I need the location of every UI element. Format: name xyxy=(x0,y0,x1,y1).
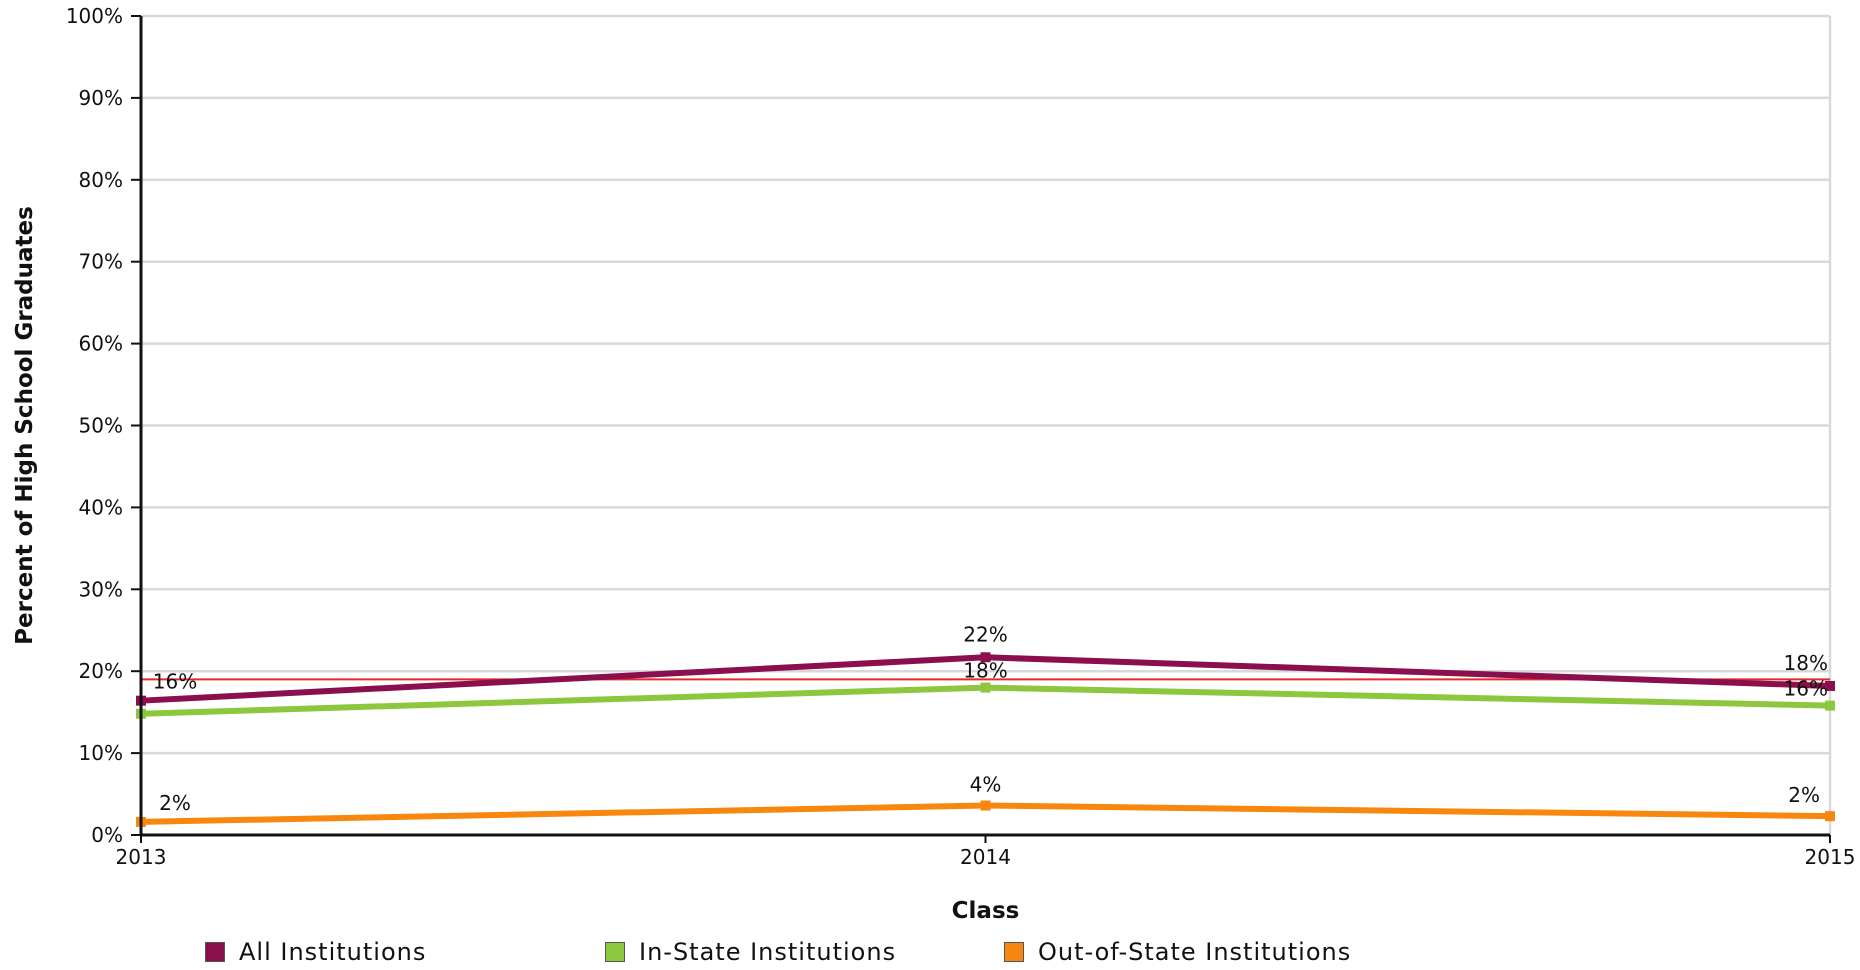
data-point xyxy=(980,800,991,811)
gridlines xyxy=(131,14,1832,836)
x-axis-title: Class xyxy=(952,898,1020,924)
y-tick-label: 10% xyxy=(79,741,123,765)
y-tick-label: 70% xyxy=(79,250,123,274)
x-tick-label: 2014 xyxy=(960,845,1011,869)
legend-item-in-state-institutions[interactable]: In-State Institutions xyxy=(605,938,897,966)
axes xyxy=(139,16,1831,843)
y-tick-label: 20% xyxy=(79,659,123,683)
legend-item-all-institutions[interactable]: All Institutions xyxy=(205,938,427,966)
data-point xyxy=(1825,680,1835,691)
data-label: 22% xyxy=(963,622,1007,646)
y-tick-label: 90% xyxy=(79,86,123,110)
y-tick-label: 50% xyxy=(79,414,123,438)
x-tick-labels: 2013 2014 2015 xyxy=(116,845,1856,869)
legend-label: In-State Institutions xyxy=(639,938,897,966)
y-tick-labels: 0% 10% 20% 30% 40% 50% 60% 70% 80% 90% 100% xyxy=(66,4,123,847)
data-label: 16% xyxy=(1784,677,1828,701)
data-labels: 16%22%18%18%16%2%4% 2% xyxy=(153,622,1828,815)
legend-label: All Institutions xyxy=(239,938,427,966)
x-tick-label: 2013 xyxy=(116,845,167,869)
y-tick-label: 40% xyxy=(79,495,123,519)
legend-swatch xyxy=(605,942,625,962)
data-point xyxy=(980,652,991,663)
legend-swatch xyxy=(205,942,225,962)
data-label: 2% xyxy=(159,791,191,815)
data-label: 18% xyxy=(1784,651,1828,675)
line-chart: 0%10%20%30%40%50%60%70%80%90%100% 2013 20… xyxy=(12,4,1856,924)
data-label: 18% xyxy=(963,659,1007,683)
y-tick-label: 80% xyxy=(79,168,123,192)
y-tick-label: 100% xyxy=(66,4,123,28)
y-axis-title: Percent of High School Graduates xyxy=(12,206,38,645)
data-label: 4% xyxy=(970,773,1002,797)
legend-item-out-of-state-institutions[interactable]: Out-of-State Institutions xyxy=(1004,938,1352,966)
data-point xyxy=(1825,700,1835,711)
data-label: 16% xyxy=(153,670,197,694)
legend: All Institutions In-State Institutions O… xyxy=(0,938,1860,970)
data-label: 2% xyxy=(1788,783,1820,807)
x-tick-label: 2015 xyxy=(1805,845,1856,869)
y-tick-label: 0% xyxy=(91,823,123,847)
y-tick-label: 60% xyxy=(79,332,123,356)
series-lines xyxy=(136,652,1835,827)
legend-label: Out-of-State Institutions xyxy=(1038,938,1352,966)
data-point xyxy=(980,682,991,693)
data-point xyxy=(1825,811,1835,822)
legend-swatch xyxy=(1004,942,1024,962)
y-tick-label: 30% xyxy=(79,577,123,601)
